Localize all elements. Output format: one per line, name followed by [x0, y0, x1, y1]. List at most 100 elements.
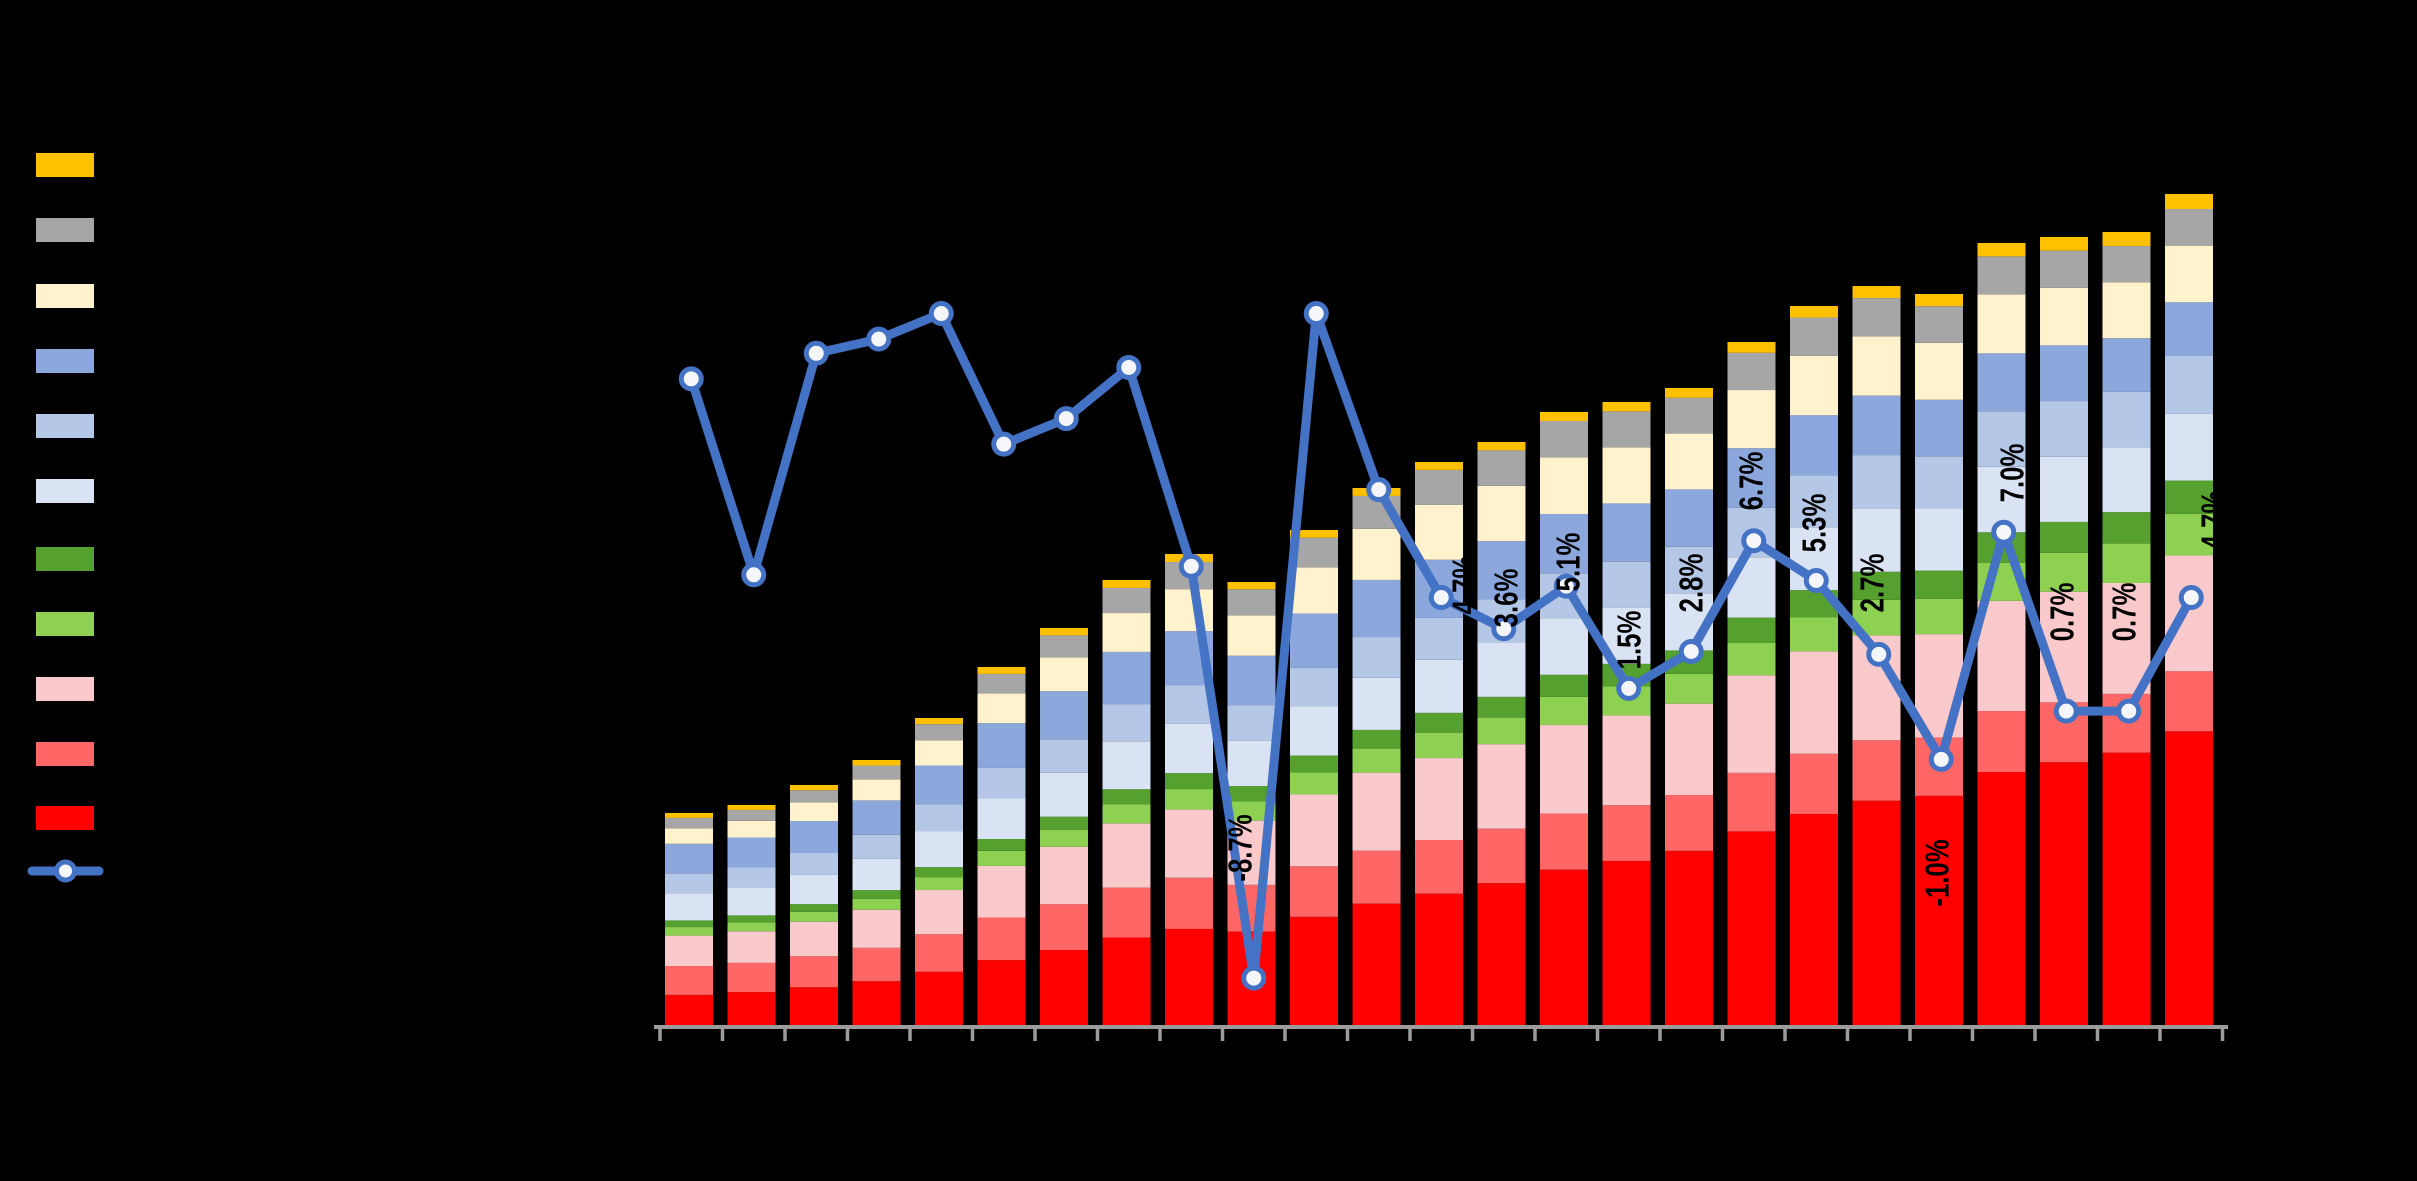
legend-swatch-series-gold[interactable] [36, 153, 94, 177]
line-marker-3[interactable] [803, 340, 829, 366]
bar-15-segment-cream[interactable] [1540, 457, 1588, 514]
bar-4-segment-light-green[interactable] [852, 898, 901, 910]
bar-12-segment-cream[interactable] [1352, 528, 1401, 580]
bar-20-segment-pale-blue[interactable] [1852, 508, 1901, 572]
legend-line-marker[interactable] [54, 859, 77, 883]
bar-9-segment-pink[interactable] [1165, 809, 1213, 878]
bar-24-segment-pink[interactable] [2102, 582, 2151, 694]
bar-3-segment-red[interactable] [790, 987, 838, 1027]
bar-20-segment-light-blue[interactable] [1852, 455, 1901, 509]
bar-22-segment-cream[interactable] [1977, 294, 2026, 354]
bar-19-segment-red[interactable] [1790, 813, 1838, 1027]
bar-8-segment-cream[interactable] [1102, 613, 1151, 652]
bar-2-segment-light-green[interactable] [727, 922, 776, 932]
bar-3-segment-dark-green[interactable] [790, 904, 838, 912]
bar-4-segment-red[interactable] [852, 981, 901, 1027]
bar-23-segment-dark-green[interactable] [2040, 521, 2088, 553]
bar-14-segment-salmon[interactable] [1477, 828, 1526, 884]
bar-19-segment-gold[interactable] [1790, 306, 1838, 318]
bar-11-segment-salmon[interactable] [1290, 866, 1338, 917]
line-marker-8[interactable] [1116, 354, 1142, 380]
bar-7-segment-gray[interactable] [1040, 635, 1088, 658]
line-marker-25[interactable] [2178, 585, 2204, 611]
bar-13-segment-gray[interactable] [1415, 469, 1463, 505]
bar-6-segment-light-blue[interactable] [977, 767, 1026, 799]
bar-5-segment-light-green[interactable] [915, 877, 963, 891]
bar-12-segment-red[interactable] [1352, 903, 1401, 1027]
bar-5-segment-gray[interactable] [915, 724, 963, 741]
bar-11-segment-gold[interactable] [1290, 530, 1338, 538]
bar-13-segment-cream[interactable] [1415, 504, 1463, 560]
bar-20-segment-gold[interactable] [1852, 286, 1901, 299]
line-marker-20[interactable] [1866, 641, 1892, 667]
bar-24-segment-medium-blue[interactable] [2102, 338, 2151, 392]
bar-24-segment-dark-green[interactable] [2102, 512, 2151, 544]
bar-17-segment-light-green[interactable] [1665, 673, 1713, 704]
bar-20-segment-dark-green[interactable] [1852, 571, 1901, 600]
bar-4-segment-salmon[interactable] [852, 947, 901, 982]
bar-20-segment-gray[interactable] [1852, 298, 1901, 337]
bar-11-segment-cream[interactable] [1290, 567, 1338, 614]
bar-22-segment-salmon[interactable] [1977, 711, 2026, 773]
bar-21-segment-gray[interactable] [1915, 306, 1963, 343]
bar-21-segment-red[interactable] [1915, 795, 1963, 1027]
bar-15-segment-salmon[interactable] [1540, 813, 1588, 870]
bar-8-segment-pale-blue[interactable] [1102, 741, 1151, 790]
line-marker-16[interactable] [1616, 675, 1642, 701]
bar-2-segment-gray[interactable] [727, 809, 776, 821]
bar-18-segment-pink[interactable] [1727, 675, 1776, 773]
bar-25-segment-cream[interactable] [2165, 245, 2213, 303]
bar-9-segment-red[interactable] [1165, 928, 1213, 1027]
bar-1-segment-dark-green[interactable] [665, 920, 713, 928]
bar-25-segment-dark-green[interactable] [2165, 480, 2213, 514]
legend-swatch-series-medium-blue[interactable] [36, 349, 94, 373]
bar-23-segment-pale-blue[interactable] [2040, 456, 2088, 522]
bar-6-segment-red[interactable] [977, 960, 1026, 1027]
bar-8-segment-medium-blue[interactable] [1102, 651, 1151, 705]
bar-19-segment-cream[interactable] [1790, 355, 1838, 416]
bar-19-segment-light-blue[interactable] [1790, 475, 1838, 528]
bar-10-segment-cream[interactable] [1227, 615, 1276, 656]
bar-17-segment-gold[interactable] [1665, 388, 1713, 398]
bar-7-segment-cream[interactable] [1040, 657, 1088, 692]
bar-24-segment-light-blue[interactable] [2102, 391, 2151, 448]
bar-23-segment-gray[interactable] [2040, 250, 2088, 288]
bar-2-segment-pink[interactable] [727, 931, 776, 963]
bar-16-segment-gray[interactable] [1602, 411, 1651, 448]
bar-6-segment-pale-blue[interactable] [977, 798, 1026, 840]
bar-5-segment-pale-blue[interactable] [915, 831, 963, 868]
bar-13-segment-dark-green[interactable] [1415, 712, 1463, 733]
legend-swatch-series-red[interactable] [36, 806, 94, 830]
legend-swatch-series-pink[interactable] [36, 677, 94, 701]
bar-1-segment-light-green[interactable] [665, 927, 713, 936]
bar-4-segment-dark-green[interactable] [852, 890, 901, 899]
bar-22-segment-medium-blue[interactable] [1977, 353, 2026, 412]
bar-7-segment-salmon[interactable] [1040, 904, 1088, 950]
bar-18-segment-medium-blue[interactable] [1727, 448, 1776, 508]
bar-9-segment-salmon[interactable] [1165, 877, 1213, 929]
bar-6-segment-gold[interactable] [977, 667, 1026, 674]
line-marker-19[interactable] [1803, 567, 1829, 593]
bar-8-segment-light-green[interactable] [1102, 804, 1151, 824]
line-marker-12[interactable] [1366, 477, 1392, 503]
bar-10-segment-gold[interactable] [1227, 582, 1276, 590]
bar-7-segment-gold[interactable] [1040, 628, 1088, 636]
bar-25-segment-salmon[interactable] [2165, 671, 2213, 732]
bar-7-segment-dark-green[interactable] [1040, 816, 1088, 830]
bar-4-segment-cream[interactable] [852, 779, 901, 801]
bar-13-segment-pink[interactable] [1415, 758, 1463, 840]
line-marker-22[interactable] [1991, 519, 2017, 545]
bar-9-segment-cream[interactable] [1165, 589, 1213, 632]
bar-2-segment-pale-blue[interactable] [727, 887, 776, 916]
bar-11-segment-dark-green[interactable] [1290, 755, 1338, 773]
bar-20-segment-red[interactable] [1852, 800, 1901, 1027]
bar-2-segment-light-blue[interactable] [727, 867, 776, 888]
bar-8-segment-dark-green[interactable] [1102, 789, 1151, 805]
bar-18-segment-cream[interactable] [1727, 390, 1776, 449]
bar-25-segment-medium-blue[interactable] [2165, 302, 2213, 356]
bar-18-segment-salmon[interactable] [1727, 772, 1776, 832]
legend-swatch-series-cream[interactable] [36, 284, 94, 308]
bar-16-segment-salmon[interactable] [1602, 805, 1651, 861]
bar-18-segment-gray[interactable] [1727, 352, 1776, 391]
bar-22-segment-red[interactable] [1977, 772, 2026, 1027]
